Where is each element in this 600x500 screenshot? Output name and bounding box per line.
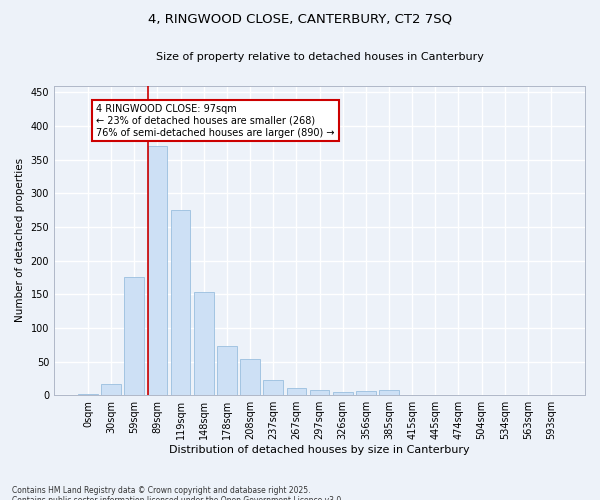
Bar: [379, 390, 399, 395]
Bar: [194, 292, 214, 395]
Bar: [310, 390, 329, 395]
Bar: [287, 388, 306, 395]
Bar: [148, 146, 167, 395]
Title: Size of property relative to detached houses in Canterbury: Size of property relative to detached ho…: [155, 52, 484, 62]
Text: Contains HM Land Registry data © Crown copyright and database right 2025.: Contains HM Land Registry data © Crown c…: [12, 486, 311, 495]
Bar: [263, 380, 283, 395]
X-axis label: Distribution of detached houses by size in Canterbury: Distribution of detached houses by size …: [169, 445, 470, 455]
Text: 4 RINGWOOD CLOSE: 97sqm
← 23% of detached houses are smaller (268)
76% of semi-d: 4 RINGWOOD CLOSE: 97sqm ← 23% of detache…: [96, 104, 335, 138]
Bar: [240, 359, 260, 395]
Bar: [402, 394, 422, 395]
Bar: [541, 394, 561, 395]
Bar: [78, 394, 98, 395]
Bar: [449, 394, 468, 395]
Bar: [356, 391, 376, 395]
Text: Contains public sector information licensed under the Open Government Licence v3: Contains public sector information licen…: [12, 496, 344, 500]
Bar: [171, 210, 190, 395]
Bar: [124, 278, 144, 395]
Bar: [217, 346, 237, 395]
Y-axis label: Number of detached properties: Number of detached properties: [15, 158, 25, 322]
Bar: [333, 392, 353, 395]
Bar: [101, 384, 121, 395]
Text: 4, RINGWOOD CLOSE, CANTERBURY, CT2 7SQ: 4, RINGWOOD CLOSE, CANTERBURY, CT2 7SQ: [148, 12, 452, 26]
